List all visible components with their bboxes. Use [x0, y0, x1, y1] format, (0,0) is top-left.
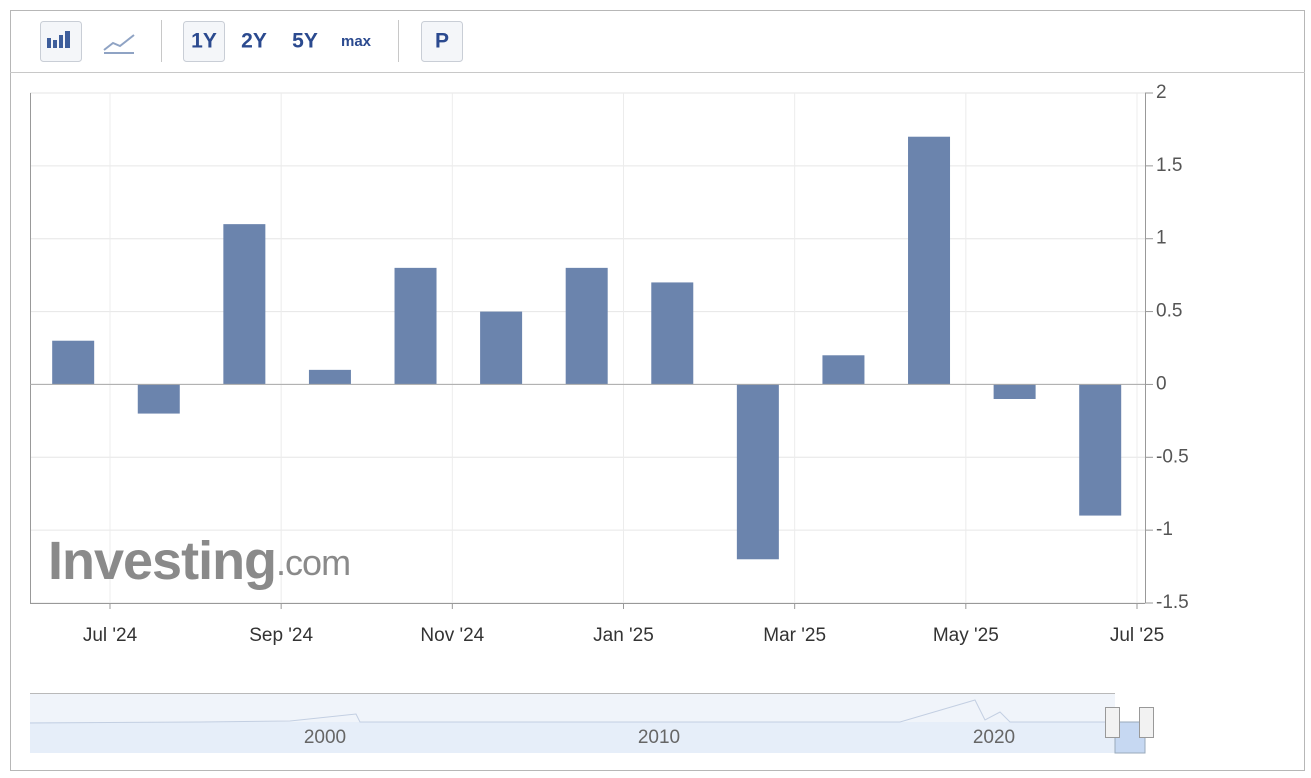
- watermark-suffix: .com: [276, 542, 350, 583]
- bar: [651, 282, 694, 385]
- range-button[interactable]: max: [341, 33, 372, 50]
- navigator-handle[interactable]: [1105, 707, 1120, 738]
- x-tick-label: Jan '25: [593, 625, 654, 646]
- navigator-label: 2000: [304, 727, 346, 748]
- x-tick-label: May '25: [933, 625, 999, 646]
- bar: [308, 369, 351, 385]
- y-tick-label: 1.5: [1156, 155, 1182, 176]
- x-tick-label: Nov '24: [420, 625, 484, 646]
- bar: [736, 384, 779, 560]
- range-button-active[interactable]: [183, 21, 225, 62]
- x-tick-label: Jul '25: [1110, 625, 1164, 646]
- p-button-bg[interactable]: [421, 21, 463, 62]
- bar: [223, 224, 266, 385]
- line-chart-button[interactable]: [103, 34, 135, 54]
- y-tick-label: 1: [1156, 228, 1167, 249]
- range-button[interactable]: 2Y: [241, 30, 267, 53]
- watermark-brand: Investing.com: [48, 531, 350, 591]
- bar: [52, 340, 95, 385]
- y-tick-label: 0: [1156, 373, 1167, 394]
- bar: [480, 311, 523, 385]
- navigator-label: 2010: [638, 727, 680, 748]
- y-tick-label: 0.5: [1156, 301, 1182, 322]
- x-tick-label: Sep '24: [249, 625, 313, 646]
- navigator: 2000 2010 2020: [29, 693, 1154, 754]
- bar: [1079, 384, 1122, 516]
- y-tick-label: 2: [1156, 82, 1167, 103]
- navigator-handle[interactable]: [1139, 707, 1154, 738]
- y-tick-label: -1.5: [1156, 592, 1189, 613]
- navigator-label: 2020: [973, 727, 1015, 748]
- range-button[interactable]: 1Y: [191, 30, 217, 53]
- plot: -1.5 -1 -0.5 0 0.5 1 1.5 2 Jul '24 Sep '24 Nov '24…: [30, 82, 1189, 646]
- bar-chart-button[interactable]: [40, 21, 82, 62]
- bar: [394, 267, 437, 385]
- navigator-area: [30, 722, 1115, 753]
- p-button[interactable]: P: [435, 30, 449, 53]
- x-tick-label: Jul '24: [83, 625, 138, 646]
- bar: [822, 355, 865, 385]
- x-tick-label: Mar '25: [763, 625, 826, 646]
- y-tick-label: -1: [1156, 519, 1173, 540]
- range-button[interactable]: 5Y: [292, 30, 318, 53]
- watermark-brand-text: Investing: [48, 531, 276, 591]
- bar: [565, 267, 608, 385]
- bar: [137, 384, 180, 414]
- bar: [908, 136, 951, 385]
- bar: [993, 384, 1036, 399]
- navigator-line: [29, 699, 1115, 724]
- y-tick-label: -0.5: [1156, 446, 1189, 467]
